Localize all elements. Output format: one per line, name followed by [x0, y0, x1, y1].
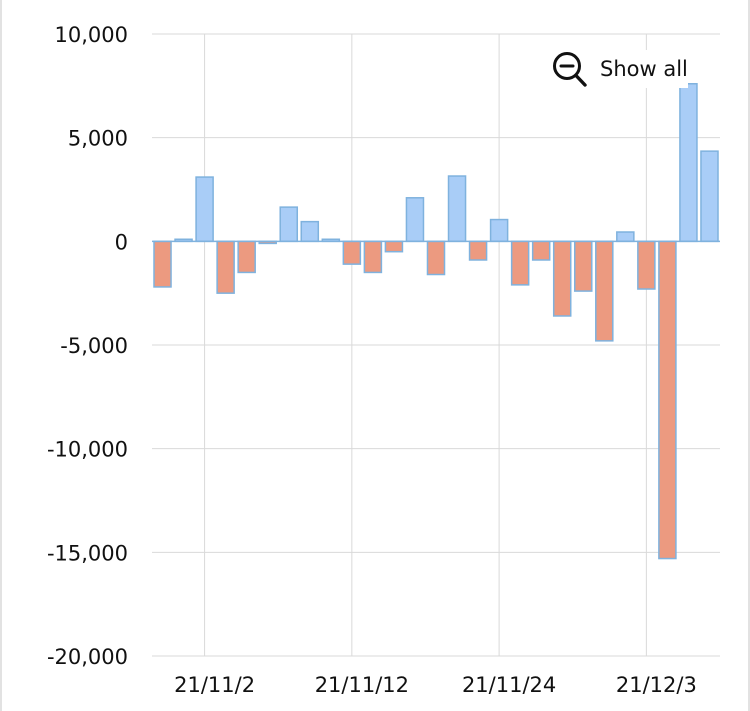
positive-bar — [679, 83, 698, 243]
negative-bar — [426, 240, 446, 276]
negative-bar — [573, 240, 593, 292]
negative-bar — [510, 240, 530, 286]
negative-bar — [216, 240, 235, 294]
positive-bar — [279, 206, 299, 243]
negative-bar — [237, 240, 256, 274]
y-tick-label: -5,000 — [60, 334, 128, 358]
x-tick-label: 21/11/12 — [315, 673, 409, 697]
negative-bar — [153, 240, 172, 288]
bars — [153, 83, 719, 560]
y-tick-label: 5,000 — [68, 127, 128, 151]
negative-bar — [637, 240, 656, 290]
x-tick-label: 21/11/24 — [462, 673, 556, 697]
grid-lines — [152, 33, 720, 657]
positive-bar — [300, 220, 320, 243]
x-tick-label: 21/12/3 — [616, 673, 697, 697]
y-tick-label: 10,000 — [55, 23, 128, 47]
y-tick-label: -10,000 — [47, 438, 128, 462]
right-edge-divider — [748, 0, 750, 711]
y-tick-label: 0 — [115, 230, 128, 254]
show-all-button[interactable]: Show all — [552, 50, 688, 88]
x-axis-labels: 21/11/2 21/11/12 21/11/24 21/12/3 — [174, 673, 697, 697]
x-tick-label: 21/11/2 — [174, 673, 255, 697]
negative-bar — [658, 240, 677, 560]
positive-bar — [405, 197, 425, 243]
positive-bar — [616, 231, 635, 243]
show-all-label: Show all — [600, 57, 688, 81]
y-tick-label: -20,000 — [47, 645, 128, 669]
negative-bar — [595, 240, 614, 342]
positive-bar — [700, 150, 719, 243]
negative-bar — [531, 240, 551, 261]
zoom-out-icon — [552, 50, 588, 88]
negative-bar — [468, 240, 488, 261]
positive-bar — [195, 176, 214, 243]
y-tick-label: -15,000 — [47, 541, 128, 565]
negative-bar — [384, 240, 404, 253]
positive-bar — [489, 218, 509, 243]
y-axis-labels: 10,000 5,000 0 -5,000 -10,000 -15,000 -20,000 — [47, 23, 128, 669]
negative-bar — [342, 240, 362, 265]
negative-bar — [552, 240, 572, 317]
negative-bar — [363, 240, 383, 274]
positive-bar — [447, 175, 467, 243]
left-edge-divider — [0, 0, 2, 711]
